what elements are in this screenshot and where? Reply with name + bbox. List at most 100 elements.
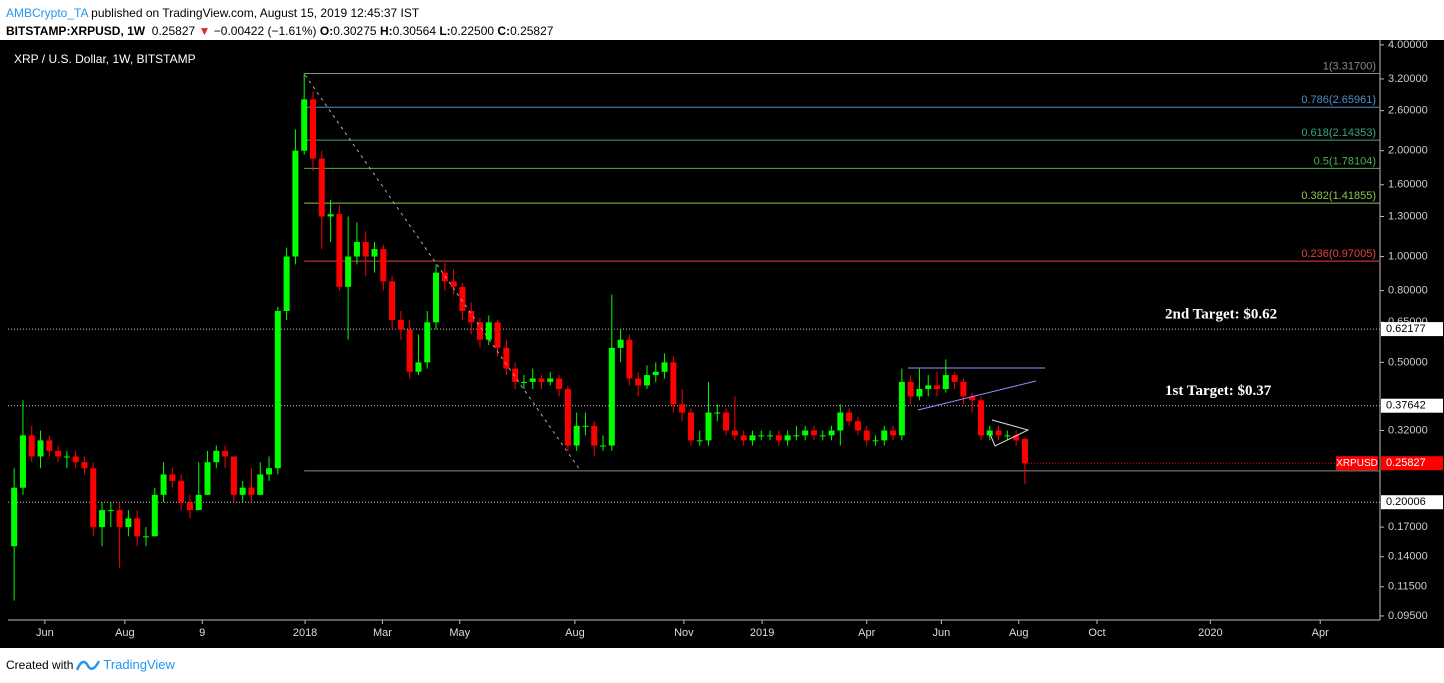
candle-body: [863, 430, 870, 441]
candle-body: [301, 99, 308, 151]
candle-body: [872, 440, 879, 442]
candle-body: [239, 487, 246, 495]
candle-body: [37, 440, 44, 457]
candle-body: [951, 375, 958, 382]
candle-body: [257, 474, 264, 495]
symbol-box: [1336, 456, 1378, 471]
header-line: AMBCrypto_TA published on TradingView.co…: [6, 4, 553, 22]
price-box: [1381, 398, 1443, 413]
header-line: BITSTAMP:XRPUSD, 1W 0.25827 ▼ −0.00422 (…: [6, 22, 553, 40]
candle-body: [714, 412, 721, 414]
candle-body: [380, 249, 387, 282]
fib-label: 0.786(2.65961): [1301, 94, 1376, 106]
candle-body: [520, 381, 527, 383]
ohlc-value: 0.30275: [333, 24, 377, 38]
y-tick-label: 0.14000: [1388, 551, 1428, 563]
candle-body: [819, 435, 826, 437]
candle-body: [1021, 438, 1028, 464]
candle-body: [11, 487, 18, 547]
candle-body: [793, 435, 800, 437]
author-link[interactable]: AMBCrypto_TA: [6, 6, 88, 20]
trend-drawing: [304, 74, 581, 471]
candle-body: [942, 375, 949, 389]
candle-body: [652, 371, 659, 376]
ohlc-value: 0.25827: [510, 24, 554, 38]
candle-body: [573, 425, 580, 446]
candle-body: [758, 435, 765, 437]
candle-body: [810, 430, 817, 436]
candle-body: [125, 518, 132, 528]
candle-body: [661, 362, 668, 372]
ohlc: O:0.30275 H:0.30564 L:0.22500 C:0.25827: [320, 24, 554, 38]
candle-body: [767, 435, 774, 437]
candle-body: [854, 421, 861, 431]
fib-label: 1(3.31700): [1323, 60, 1376, 72]
candle-body: [925, 385, 932, 389]
candle-body: [960, 381, 967, 397]
y-tick-label: 4.00000: [1388, 40, 1428, 51]
candle-body: [687, 412, 694, 441]
price-box: [1381, 322, 1443, 337]
candle-body: [424, 322, 431, 363]
header: AMBCrypto_TA published on TradingView.co…: [6, 4, 553, 40]
x-tick-label: Jun: [933, 627, 951, 639]
x-tick-label: 2019: [750, 627, 774, 639]
x-tick-label: Aug: [115, 627, 135, 639]
candle-body: [538, 378, 545, 382]
ohlc-label: O:: [319, 24, 334, 38]
x-tick-label: Aug: [565, 627, 585, 639]
pattern-drawing: [989, 419, 1030, 447]
candle-body: [169, 474, 176, 481]
chart-bg: [0, 40, 1444, 648]
candle-body: [564, 388, 571, 446]
candle-body: [802, 430, 809, 436]
footer-brand[interactable]: TradingView: [103, 657, 175, 672]
candle-body: [512, 368, 519, 382]
candle-body: [450, 281, 457, 287]
candle-body: [81, 462, 88, 469]
price-box: [1381, 495, 1443, 510]
candle-body: [362, 241, 369, 257]
candle-body: [99, 510, 106, 528]
x-tick-label: 9: [199, 627, 205, 639]
y-tick-label: 0.50000: [1388, 356, 1428, 368]
candle-body: [705, 412, 712, 441]
chart-title: XRP / U.S. Dollar, 1W, BITSTAMP: [14, 52, 196, 66]
candle-body: [556, 378, 563, 389]
chart: XRP / U.S. Dollar, 1W, BITSTAMP 4.00000 3…: [0, 40, 1444, 648]
price-label: 0.62177: [1386, 323, 1426, 335]
candle-body: [476, 322, 483, 340]
candle-body: [626, 339, 633, 379]
x-tick-label: May: [449, 627, 470, 639]
candle-body: [195, 494, 202, 511]
candle-body: [459, 286, 466, 311]
candle-body: [828, 430, 835, 436]
candle-body: [582, 425, 589, 427]
y-tick-label: 1.00000: [1388, 250, 1428, 262]
candle-body: [230, 456, 237, 495]
candle-body: [142, 536, 149, 538]
candle-body: [749, 435, 756, 441]
footer: Created with TradingView: [6, 657, 175, 672]
candle-body: [670, 362, 677, 405]
price: 0.25827: [151, 24, 196, 38]
candle-body: [468, 310, 475, 323]
candle-body: [19, 435, 26, 488]
y-tick-label: 0.17000: [1388, 521, 1428, 533]
candle-body: [213, 450, 220, 463]
candle-body: [608, 347, 615, 446]
x-tick-label: 2018: [293, 627, 317, 639]
x-tick-label: Apr: [858, 627, 875, 639]
candle-body: [740, 435, 747, 441]
candle-body: [336, 214, 343, 287]
candle-body: [617, 339, 624, 348]
price-box: [1381, 456, 1443, 471]
pattern-drawing: [917, 380, 1037, 411]
ohlc-value: 0.30564: [392, 24, 436, 38]
y-tick-label: 1.30000: [1388, 210, 1428, 222]
candle-body: [222, 450, 229, 457]
symbol-label: XRPUSD: [1336, 458, 1378, 469]
candle-body: [898, 381, 905, 436]
candle-body: [72, 456, 79, 463]
